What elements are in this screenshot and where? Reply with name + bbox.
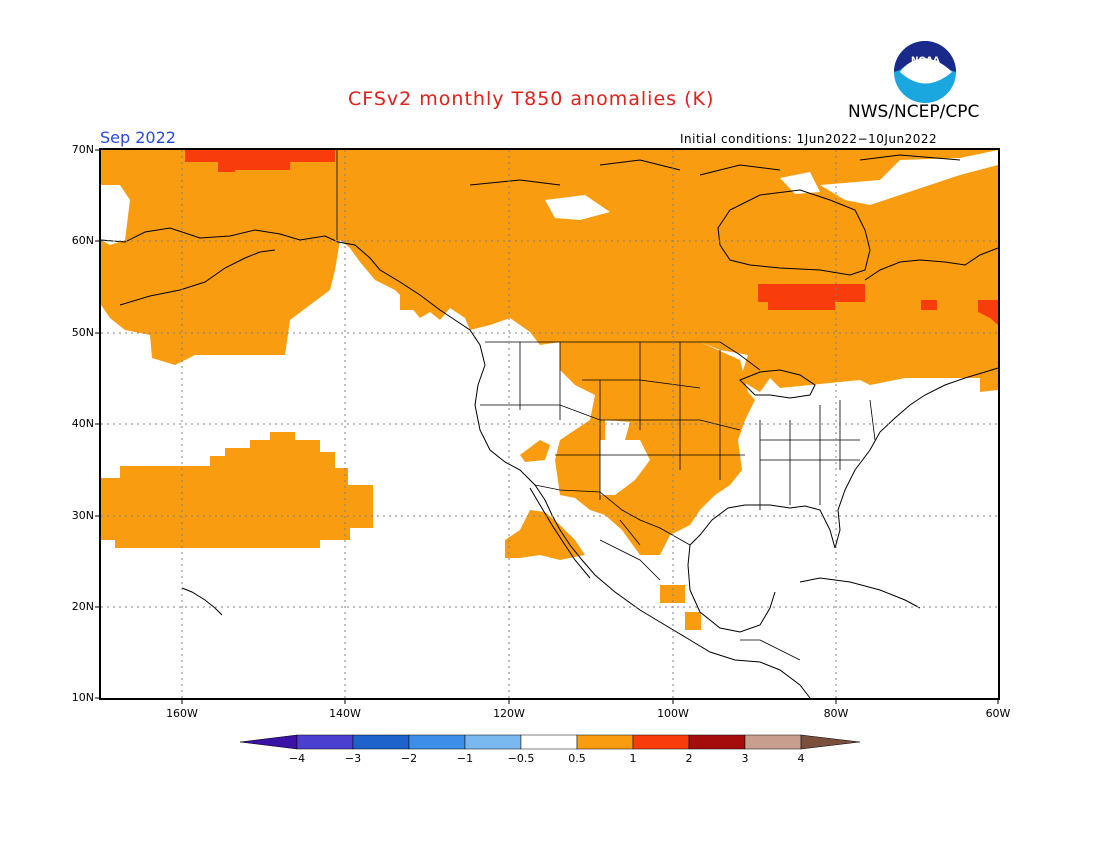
colorbar-label-p2: 2 (685, 752, 693, 765)
colorbar-bin-6 (576, 734, 634, 750)
coastline-cuba (799, 577, 921, 609)
colorbar-bin-5 (520, 734, 578, 750)
coastline-alaska-south (119, 249, 276, 306)
coastline-gulf (689, 504, 836, 549)
colorbar-bin-8 (688, 734, 746, 750)
colorbar-bin-9 (744, 734, 802, 750)
border-central-america (740, 639, 801, 661)
colorbar-bin-4 (464, 734, 522, 750)
colorbar-bin-2 (352, 734, 410, 750)
lat-label-30n: 30N (71, 509, 94, 522)
coastline-alaska (100, 227, 486, 366)
neutral-hole-3 (780, 172, 820, 194)
colorbar (239, 734, 861, 750)
anomaly-field-1-2 (185, 150, 998, 325)
anomaly-cell-3 (400, 292, 430, 310)
coastline-hudson-bay (717, 189, 871, 276)
border-states (480, 342, 876, 510)
colorbar-arrow-left (239, 734, 298, 750)
colorbar-label-p05: 0.5 (568, 752, 586, 765)
neutral-holes (101, 150, 998, 495)
border-mexico-states (599, 519, 661, 581)
noaa-logo (894, 41, 956, 103)
border-us-canada (485, 341, 761, 371)
colorbar-label-m1: −1 (456, 752, 474, 765)
coastline-labrador (864, 247, 999, 281)
anomaly-cell-red-1 (921, 300, 937, 310)
coastline-us-west (474, 364, 811, 699)
colorbar-label-m2: −2 (400, 752, 418, 765)
colorbar-label-p4: 4 (797, 752, 805, 765)
lat-label-40n: 40N (71, 417, 94, 430)
neutral-hole-2 (545, 195, 610, 220)
coastlines (100, 154, 999, 699)
neutral-hole-6 (605, 420, 630, 440)
map-title: CFSv2 monthly T850 anomalies (K) (348, 88, 715, 110)
axis-ticks (95, 149, 999, 704)
lon-label-60w: 60W (985, 707, 1011, 720)
anomaly-field-0.5-1 (101, 150, 998, 630)
coastline-us-east (834, 367, 999, 549)
valid-month: Sep 2022 (100, 128, 176, 147)
anomaly-region-us-interior (555, 342, 755, 555)
colorbar-label-p1: 1 (629, 752, 637, 765)
coastline-mexico-east (687, 544, 776, 633)
initial-conditions: Initial conditions: 1Jun2022−10Jun2022 (680, 132, 938, 146)
coastline-baja (529, 487, 591, 579)
lon-label-140w: 140W (329, 707, 361, 720)
noaa-logo-text-holder: NOAA (894, 42, 956, 104)
colorbar-arrow-right (800, 734, 861, 750)
anomaly-region-red-east (978, 300, 998, 325)
colorbar-label-m3: −3 (344, 752, 362, 765)
coastline-arctic-islands (469, 154, 961, 186)
neutral-hole-5 (600, 440, 650, 495)
agency-label: NWS/NCEP/CPC (848, 102, 980, 122)
border-us-mexico (534, 484, 691, 546)
lat-label-70n: 70N (71, 143, 94, 156)
lat-label-10n: 10N (71, 691, 94, 704)
anomaly-region-north (101, 150, 998, 392)
lon-label-160w: 160W (166, 707, 198, 720)
coastline-great-lakes (739, 369, 816, 399)
colorbar-bin-3 (408, 734, 466, 750)
colorbar-label-p3: 3 (741, 752, 749, 765)
colorbar-bin-1 (296, 734, 354, 750)
neutral-hole-1 (101, 185, 130, 245)
anomaly-region-red-hudson (758, 284, 865, 310)
gridlines (101, 150, 998, 698)
anomaly-region-pacific (101, 432, 373, 548)
anomaly-region-red-north (185, 150, 335, 172)
lat-label-60n: 60N (71, 234, 94, 247)
lat-label-20n: 20N (71, 600, 94, 613)
anomaly-cell-2 (685, 612, 701, 630)
coastline-hawaii (181, 587, 223, 616)
colorbar-bin-7 (632, 734, 690, 750)
lon-label-100w: 100W (657, 707, 689, 720)
lat-label-50n: 50N (71, 326, 94, 339)
anomaly-region-mexico (505, 510, 585, 560)
neutral-hole-4 (820, 150, 998, 205)
lon-label-120w: 120W (493, 707, 525, 720)
state-borders (336, 150, 876, 661)
lon-label-80w: 80W (823, 707, 849, 720)
colorbar-label-m05: −0.5 (507, 752, 535, 765)
anomaly-region-az (520, 440, 550, 462)
colorbar-label-m4: −4 (288, 752, 306, 765)
noaa-logo-text: NOAA (911, 56, 940, 66)
